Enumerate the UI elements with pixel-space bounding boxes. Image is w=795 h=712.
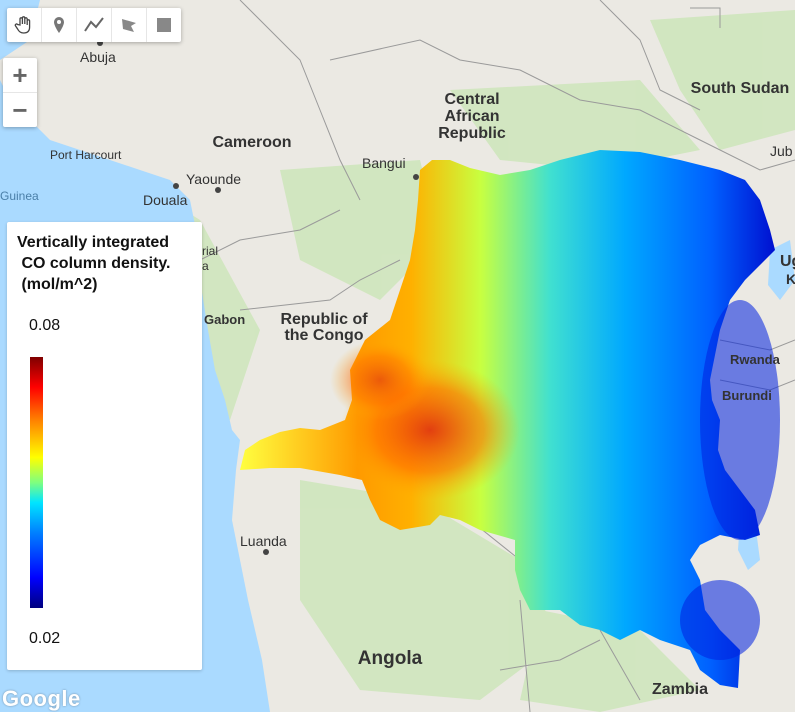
marker-icon bbox=[54, 17, 64, 33]
city-label-yaounde: Yaounde bbox=[186, 171, 241, 187]
legend-panel: Vertically integrated CO column density.… bbox=[7, 222, 202, 670]
country-label-rwanda: Rwanda bbox=[730, 352, 781, 367]
line-tool-button[interactable] bbox=[77, 8, 112, 42]
country-label-car-2: African bbox=[444, 108, 499, 125]
city-label-port-harcourt: Port Harcourt bbox=[50, 148, 122, 162]
polygon-tool-button[interactable] bbox=[112, 8, 147, 42]
city-markers bbox=[97, 40, 419, 555]
country-label-car-3: Republic bbox=[438, 125, 506, 142]
country-label-zambia: Zambia bbox=[652, 681, 708, 698]
country-label-angola: Angola bbox=[358, 648, 423, 669]
pan-tool-button[interactable] bbox=[7, 8, 42, 42]
country-label-roc-1: Republic of bbox=[280, 311, 368, 328]
city-label-abuja: Abuja bbox=[80, 49, 116, 65]
partial-label-a: a bbox=[202, 259, 209, 273]
co-hotspot-2 bbox=[330, 340, 430, 420]
legend-max-value: 0.08 bbox=[29, 317, 61, 334]
zoom-out-button[interactable]: − bbox=[12, 95, 28, 125]
polygon-icon bbox=[122, 19, 136, 32]
rectangle-icon bbox=[157, 18, 171, 32]
water-label-guinea: Guinea bbox=[0, 189, 39, 203]
co-lowspot-2 bbox=[680, 580, 760, 660]
country-label-cameroon: Cameroon bbox=[212, 134, 291, 151]
legend-min-value: 0.02 bbox=[29, 630, 61, 647]
hand-icon bbox=[14, 16, 31, 34]
city-label-douala: Douala bbox=[143, 192, 188, 208]
country-label-burundi: Burundi bbox=[722, 388, 772, 403]
point-tool-button[interactable] bbox=[42, 8, 77, 42]
country-label-kenya-partial: K bbox=[786, 271, 795, 287]
partial-label-rial: rial bbox=[202, 244, 218, 258]
co-lowspot bbox=[700, 300, 780, 540]
country-label-car-1: Central bbox=[444, 91, 499, 108]
country-label-gabon: Gabon bbox=[204, 312, 245, 327]
country-label-roc-2: the Congo bbox=[284, 327, 363, 344]
country-label-south-sudan: South Sudan bbox=[691, 80, 790, 97]
legend-title: Vertically integrated CO column density.… bbox=[17, 234, 171, 293]
drawing-toolbar bbox=[7, 8, 181, 42]
rectangle-tool-button[interactable] bbox=[147, 8, 181, 42]
zoom-in-button[interactable]: + bbox=[3, 58, 37, 93]
city-label-bangui: Bangui bbox=[362, 155, 406, 171]
country-label-uganda-partial: Ug bbox=[780, 253, 795, 270]
zoom-control: + − bbox=[3, 58, 37, 127]
city-label-luanda: Luanda bbox=[240, 533, 287, 549]
city-label-juba: Jub bbox=[770, 143, 793, 159]
google-logo[interactable]: Google bbox=[2, 686, 81, 711]
polyline-icon bbox=[84, 17, 104, 32]
country-borders bbox=[199, 0, 795, 712]
legend-color-bar bbox=[30, 357, 43, 608]
